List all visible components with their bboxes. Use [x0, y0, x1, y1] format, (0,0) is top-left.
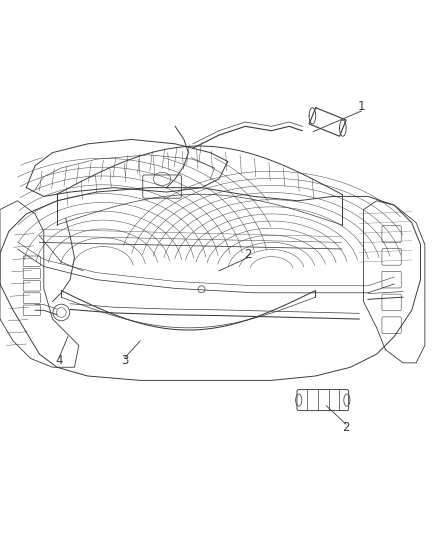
- Text: 2: 2: [342, 421, 350, 434]
- Text: 2: 2: [244, 248, 251, 261]
- Text: 4: 4: [55, 354, 63, 367]
- Text: 1: 1: [357, 100, 365, 113]
- Text: 3: 3: [121, 354, 128, 367]
